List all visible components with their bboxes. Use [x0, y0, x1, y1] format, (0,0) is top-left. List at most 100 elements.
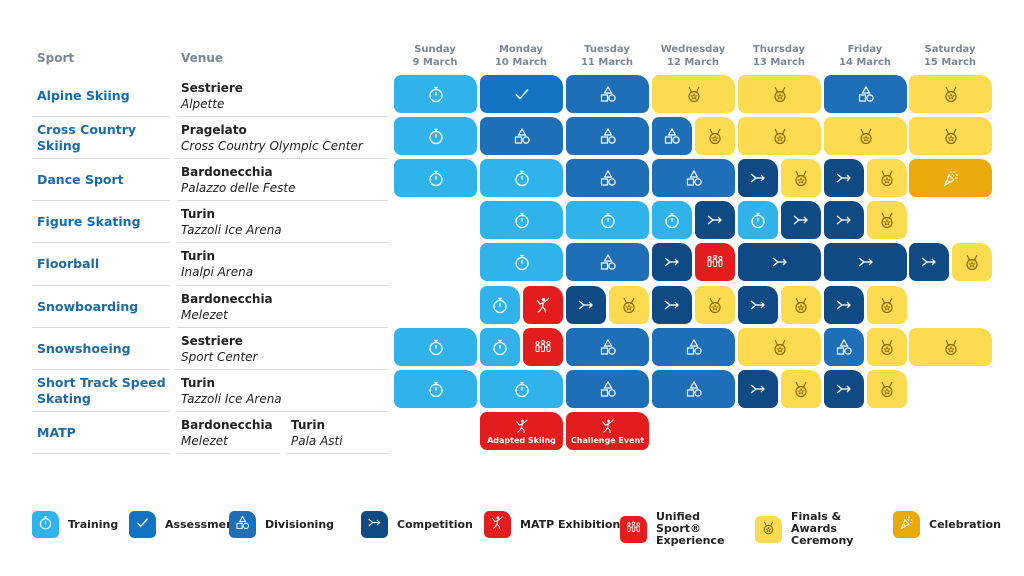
legend-item-finals: Finals & Awards Ceremony	[755, 511, 883, 547]
venue-cell: Turin Pala Asti	[291, 417, 343, 449]
venue-cell: Sestriere Sport Center	[181, 333, 257, 365]
schedule-cell-finals	[738, 117, 821, 156]
sport-name: Snowshoeing	[37, 340, 131, 356]
arrow-merge-icon	[576, 295, 596, 315]
schedule-cell-divisioning	[566, 369, 649, 408]
sport-name: Cross Country Skiing	[37, 122, 137, 154]
schedule-cell-competition	[738, 159, 778, 198]
legend-label: Divisioning	[265, 517, 335, 531]
legend-swatch	[361, 511, 388, 538]
venue-name: Turin	[291, 417, 325, 432]
legend-label: Unified Sport® Experience	[656, 510, 725, 547]
row-divider	[32, 284, 170, 286]
legend-item-unified: Unified Sport® Experience	[620, 511, 748, 547]
stopwatch-icon	[512, 252, 532, 272]
row-divider	[177, 410, 388, 412]
schedule-cell-finals	[867, 327, 907, 366]
schedule-cell-training	[394, 369, 477, 408]
arrow-merge-icon	[834, 168, 854, 188]
stopwatch-icon	[426, 168, 446, 188]
medal-icon	[877, 210, 897, 230]
shapes-icon	[234, 514, 251, 535]
medal-icon	[760, 519, 777, 540]
venue-name: Turin	[181, 207, 215, 222]
shapes-icon	[598, 252, 618, 272]
day-header: Saturday 15 March	[908, 43, 992, 69]
schedule-cell-competition	[738, 285, 778, 324]
stopwatch-icon	[490, 295, 510, 315]
medal-icon	[619, 295, 639, 315]
day-header: Tuesday 11 March	[565, 43, 649, 69]
shapes-icon	[598, 337, 618, 357]
arrow-merge-icon	[748, 379, 768, 399]
day-date: 14 March	[838, 57, 892, 68]
venue-cell: Turin Tazzoli Ice Arena	[181, 206, 282, 238]
shapes-icon	[512, 126, 532, 146]
schedule-cell-competition	[695, 201, 735, 240]
legend-swatch	[32, 511, 59, 538]
day-name: Saturday	[924, 44, 976, 55]
row-divider	[177, 284, 388, 286]
venue-name: Pragelato	[181, 123, 247, 138]
arrow-merge-icon	[834, 295, 854, 315]
legend-swatch	[484, 511, 511, 538]
schedule-cell-divisioning	[566, 243, 649, 282]
arrow-merge-icon	[705, 210, 725, 230]
row-divider	[32, 242, 170, 244]
row-divider	[177, 326, 388, 328]
sport-name: Alpine Skiing	[37, 88, 130, 104]
legend-swatch	[620, 515, 647, 543]
shapes-icon	[598, 168, 618, 188]
row-divider	[177, 452, 280, 454]
schedule-cell-training	[394, 117, 477, 156]
schedule-cell-divisioning	[566, 75, 649, 113]
row-divider	[32, 158, 170, 160]
arrow-merge-icon	[366, 514, 383, 535]
row-divider	[177, 200, 388, 202]
legend-swatch	[129, 511, 156, 538]
schedule-cell-divisioning	[652, 159, 735, 198]
day-name: Monday	[498, 44, 544, 55]
schedule-cell-training	[480, 369, 563, 408]
schedule-cell-exhibition: Challenge Event	[566, 411, 649, 450]
venue-location: Inalpi Arena	[181, 265, 254, 280]
row-divider	[32, 368, 170, 370]
day-date: 9 March	[412, 57, 458, 68]
medal-icon	[941, 126, 961, 146]
schedule-cell-finals	[609, 285, 649, 324]
group-people-icon	[705, 252, 725, 272]
arrow-merge-icon	[748, 168, 768, 188]
schedule-cell-finals	[909, 327, 992, 366]
shapes-icon	[856, 84, 876, 104]
arrow-merge-icon	[791, 210, 811, 230]
stopwatch-icon	[490, 337, 510, 357]
medal-icon	[856, 126, 876, 146]
day-header: Wednesday 12 March	[651, 43, 735, 69]
stopwatch-icon	[748, 210, 768, 230]
stopwatch-icon	[426, 379, 446, 399]
medal-icon	[705, 126, 725, 146]
schedule-cell-finals	[695, 117, 735, 156]
row-divider	[32, 410, 170, 412]
sport-column-header: Sport	[37, 51, 75, 65]
sport-name: Snowboarding	[37, 298, 139, 314]
venue-name: Sestriere	[181, 333, 243, 348]
schedule-cell-finals	[909, 117, 992, 156]
checkmark-icon	[134, 514, 151, 535]
venue-cell: Pragelato Cross Country Olympic Center	[181, 122, 363, 154]
schedule-cell-finals	[867, 159, 907, 198]
legend-label: Celebration	[929, 517, 1001, 531]
venue-cell: Bardonecchia Melezet	[181, 291, 273, 323]
medal-icon	[962, 252, 982, 272]
arrow-merge-icon	[919, 252, 939, 272]
medal-icon	[684, 84, 704, 104]
day-name: Friday	[847, 44, 883, 55]
medal-icon	[791, 168, 811, 188]
day-header: Thursday 13 March	[737, 43, 821, 69]
shapes-icon	[662, 126, 682, 146]
venue-cell: Turin Tazzoli Ice Arena	[181, 375, 282, 407]
legend-swatch	[893, 511, 920, 538]
day-name: Wednesday	[660, 44, 726, 55]
arrow-merge-icon	[748, 295, 768, 315]
group-people-icon	[625, 519, 642, 540]
